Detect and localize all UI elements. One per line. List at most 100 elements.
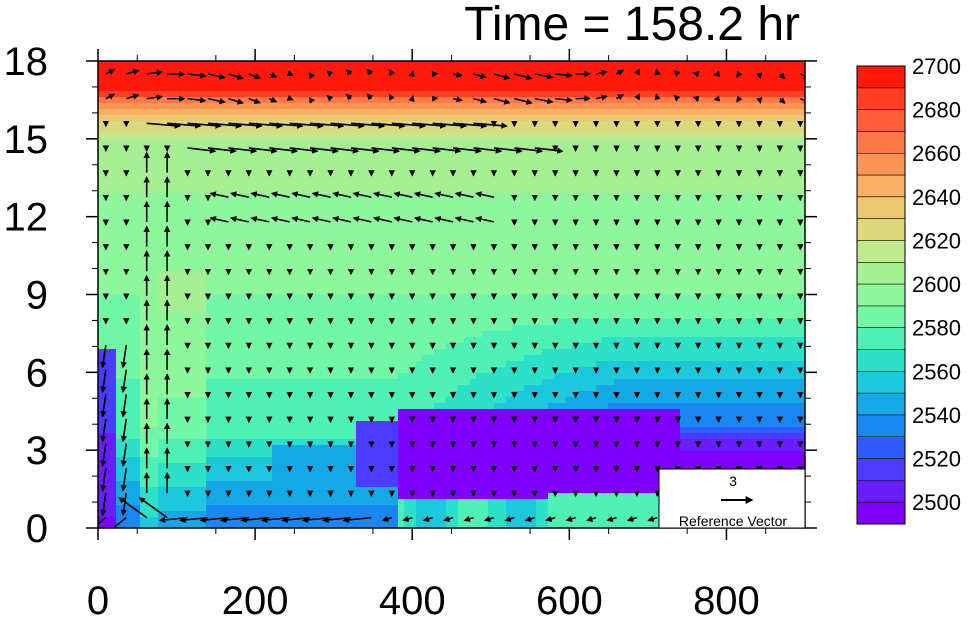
contour-cell (500, 175, 507, 182)
contour-cell (116, 139, 123, 146)
contour-cell (794, 307, 801, 314)
contour-cell (260, 109, 267, 116)
contour-cell (494, 181, 501, 188)
contour-cell (518, 163, 525, 170)
contour-cell (500, 289, 507, 296)
contour-cell (602, 139, 609, 146)
contour-cell (572, 223, 579, 230)
contour-cell (482, 289, 489, 296)
contour-cell (362, 85, 369, 92)
contour-cell (410, 67, 417, 74)
contour-cell (482, 283, 489, 290)
contour-cell (482, 277, 489, 284)
contour-cell (254, 235, 261, 242)
contour-cell (248, 133, 255, 140)
contour-cell (452, 259, 459, 266)
contour-cell (194, 205, 201, 212)
contour-cell (626, 79, 633, 86)
contour-cell (332, 223, 339, 230)
contour-cell (638, 109, 645, 116)
contour-cell (242, 235, 249, 242)
contour-cell (596, 211, 603, 218)
contour-cell (230, 181, 237, 188)
contour-cell (620, 103, 627, 110)
contour-cell (134, 115, 141, 122)
contour-cell (692, 127, 699, 134)
contour-cell (134, 151, 141, 158)
contour-cell (704, 73, 711, 80)
contour-cell (158, 157, 165, 164)
contour-cell (212, 85, 219, 92)
contour-cell (740, 109, 747, 116)
contour-cell (560, 193, 567, 200)
contour-cell (590, 109, 597, 116)
contour-cell (146, 283, 153, 290)
contour-cell (176, 139, 183, 146)
contour-cell (524, 121, 531, 128)
contour-cell (122, 271, 129, 278)
contour-cell (548, 295, 555, 302)
contour-cell (200, 241, 207, 248)
contour-cell (158, 187, 165, 194)
contour-cell (704, 127, 711, 134)
contour-cell (458, 205, 465, 212)
contour-cell (194, 163, 201, 170)
contour-cell (488, 265, 495, 272)
contour-cell (764, 289, 771, 296)
contour-cell (464, 157, 471, 164)
contour-cell (542, 163, 549, 170)
contour-cell (110, 253, 117, 260)
contour-cell (608, 157, 615, 164)
contour-cell (398, 235, 405, 242)
contour-cell (404, 205, 411, 212)
contour-cell (392, 139, 399, 146)
contour-cell (752, 157, 759, 164)
contour-cell (746, 223, 753, 230)
contour-cell (308, 307, 315, 314)
contour-cell (218, 67, 225, 74)
contour-cell (488, 85, 495, 92)
contour-cell (518, 241, 525, 248)
contour-cell (578, 295, 585, 302)
contour-cell (692, 187, 699, 194)
contour-cell (662, 121, 669, 128)
contour-cell (680, 181, 687, 188)
contour-cell (368, 187, 375, 194)
contour-cell (626, 289, 633, 296)
contour-cell (782, 247, 789, 254)
contour-cell (230, 133, 237, 140)
contour-cell (752, 223, 759, 230)
contour-cell (764, 127, 771, 134)
contour-cell (734, 85, 741, 92)
contour-cell (104, 121, 111, 128)
contour-cell (398, 73, 405, 80)
contour-cell (314, 61, 321, 68)
contour-cell (752, 115, 759, 122)
contour-cell (782, 187, 789, 194)
contour-cell (560, 265, 567, 272)
contour-cell (518, 271, 525, 278)
contour-cell (134, 187, 141, 194)
contour-cell (416, 61, 423, 68)
contour-cell (176, 85, 183, 92)
contour-cell (170, 217, 177, 224)
contour-cell (176, 115, 183, 122)
contour-cell (626, 109, 633, 116)
contour-cell (518, 253, 525, 260)
contour-cell (236, 289, 243, 296)
contour-cell (404, 277, 411, 284)
contour-cell (248, 163, 255, 170)
contour-cell (224, 229, 231, 236)
contour-cell (344, 133, 351, 140)
contour-cell (446, 67, 453, 74)
contour-cell (620, 97, 627, 104)
contour-cell (338, 199, 345, 206)
contour-cell (704, 223, 711, 230)
contour-cell (650, 103, 657, 110)
contour-cell (440, 247, 447, 254)
contour-cell (536, 307, 543, 314)
contour-cell (224, 79, 231, 86)
contour-cell (446, 223, 453, 230)
contour-cell (404, 139, 411, 146)
contour-cell (536, 115, 543, 122)
